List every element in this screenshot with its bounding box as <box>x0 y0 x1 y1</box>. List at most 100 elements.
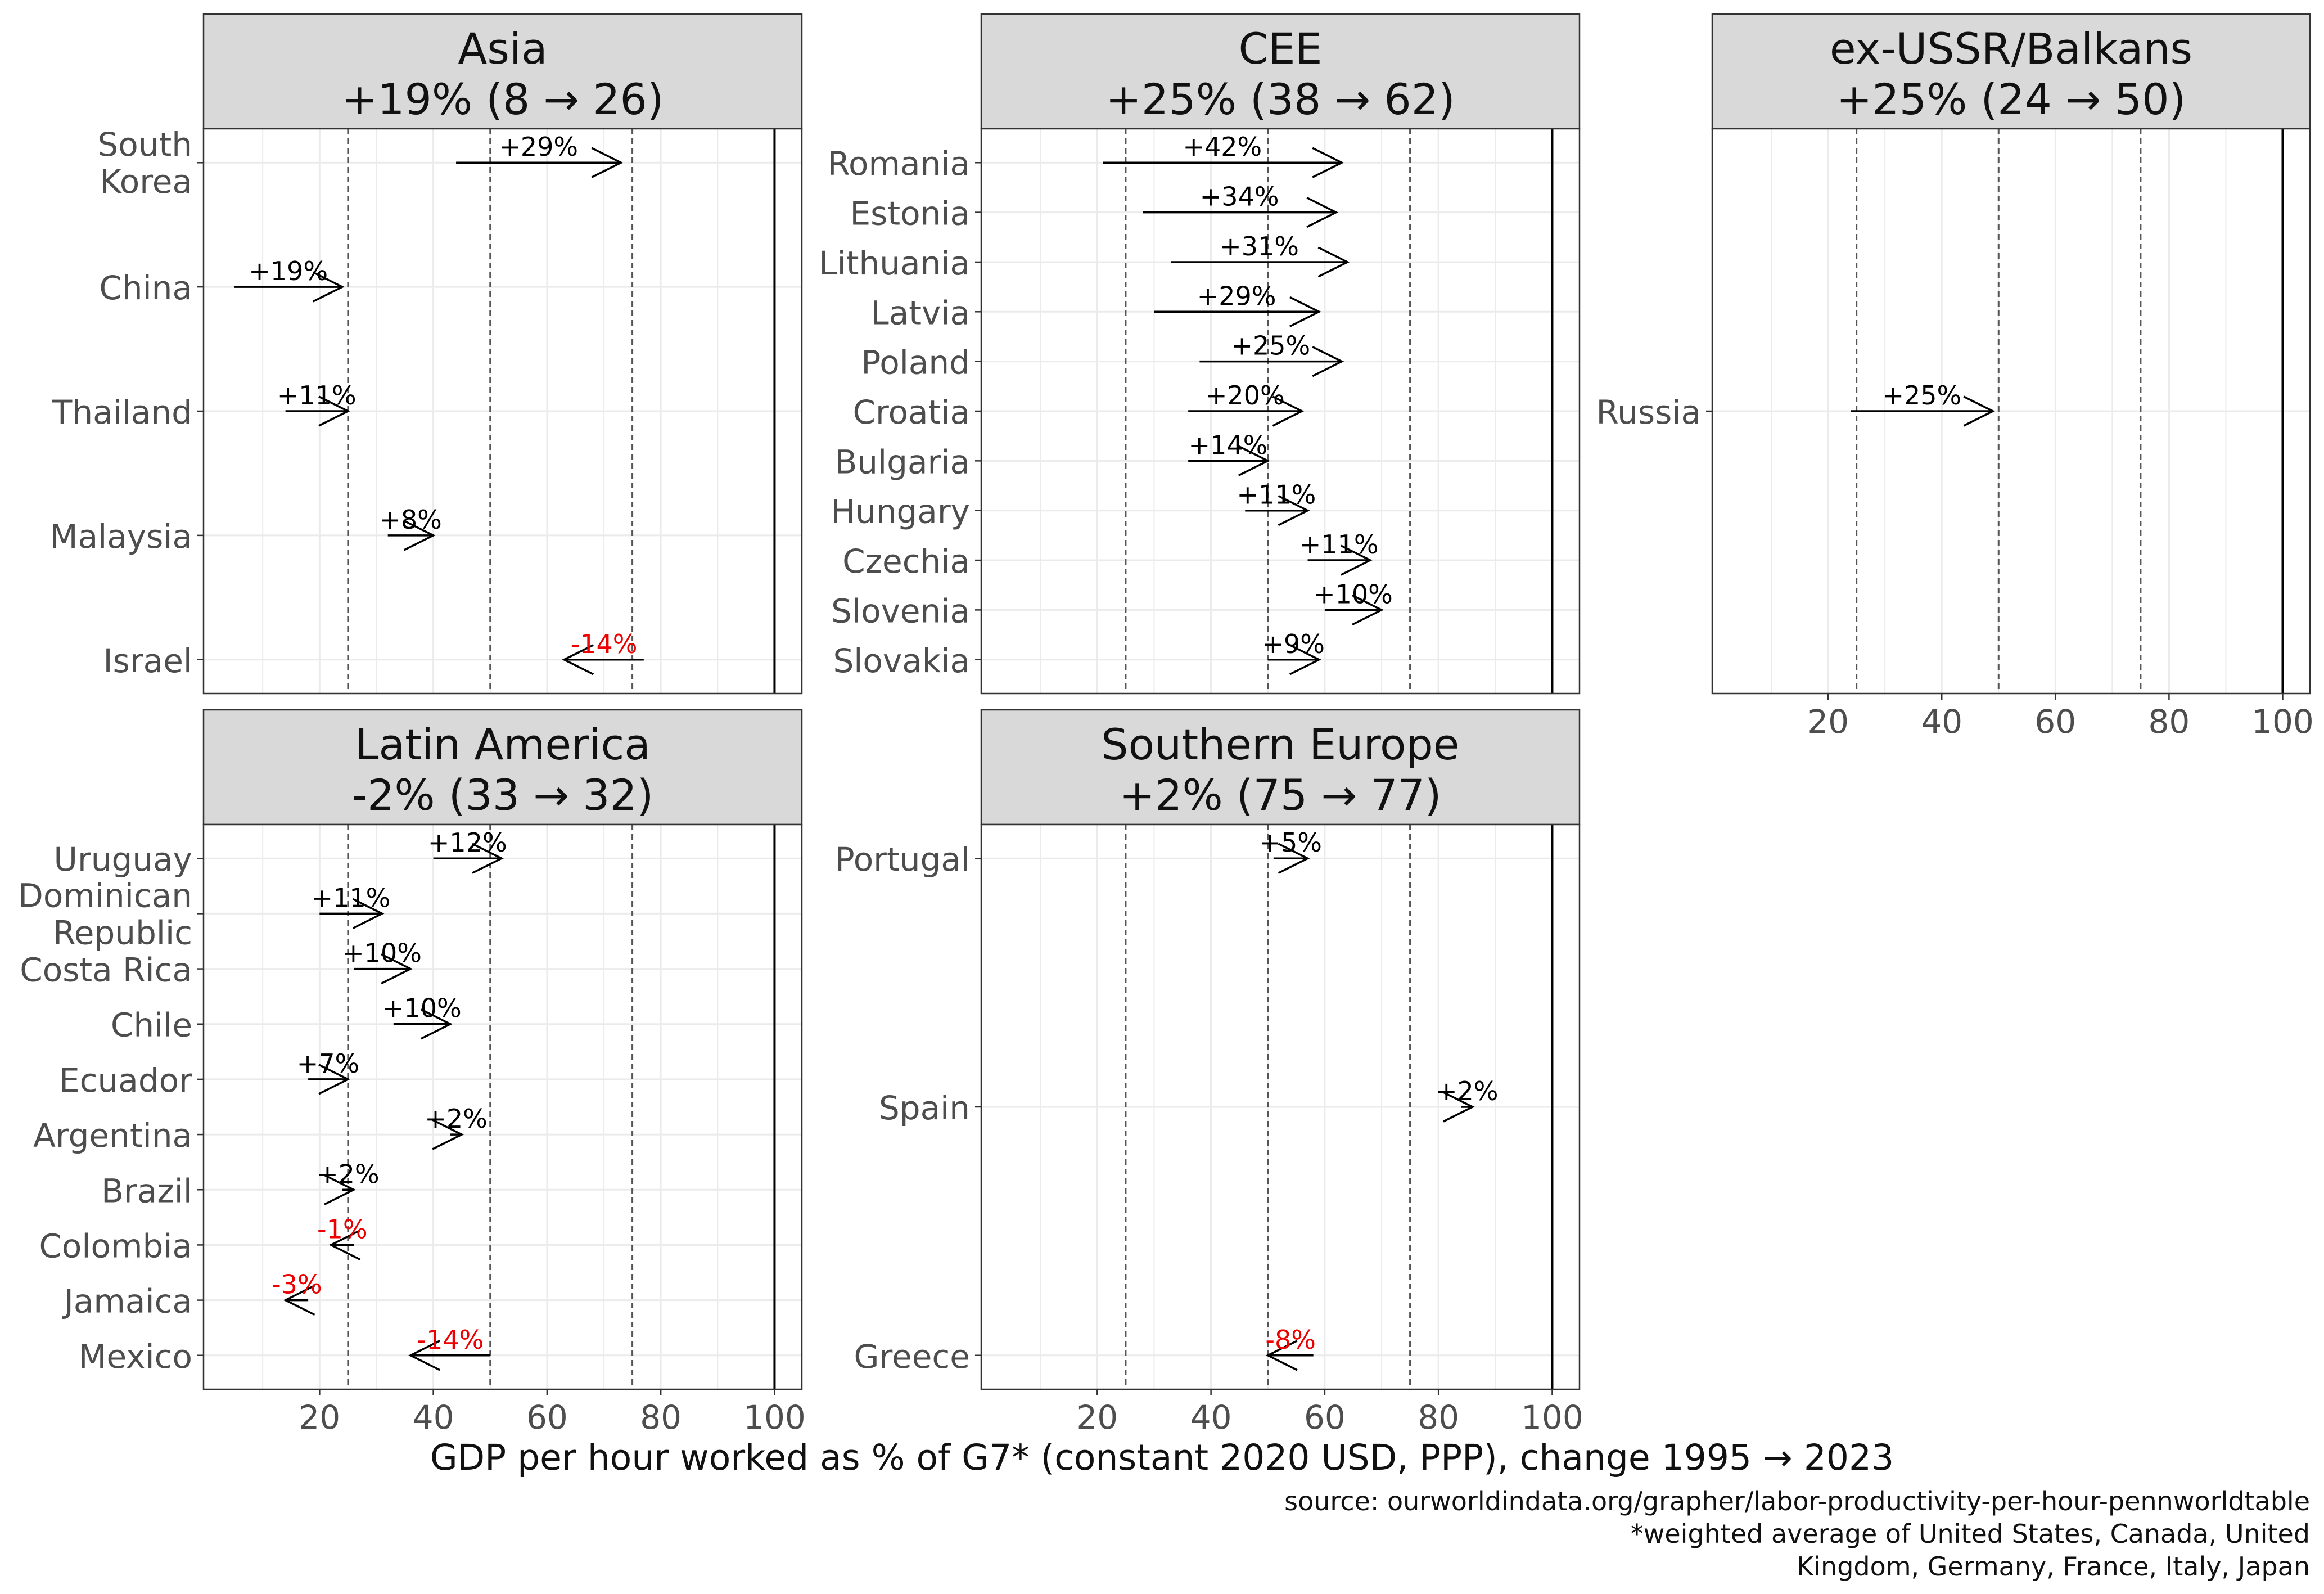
y-tick-label: Spain <box>879 1089 970 1127</box>
arrow-head <box>403 520 436 551</box>
arrow-head <box>408 1340 440 1371</box>
x-tick-label: 40 <box>1921 703 1962 741</box>
x-tick-label: 20 <box>1807 703 1849 741</box>
facet-summary-2: +25% (38 → 62) <box>1105 74 1455 124</box>
x-tick-label: 40 <box>1190 1398 1232 1437</box>
x-tick-label: 60 <box>526 1398 568 1437</box>
change-label: +29% <box>499 132 578 162</box>
change-label: -8% <box>1265 1325 1316 1355</box>
change-label: +11% <box>277 380 357 411</box>
y-tick-label: Lithuania <box>819 244 970 282</box>
change-label: +29% <box>1197 281 1276 311</box>
facet-summary-1: +19% (8 → 26) <box>341 74 664 124</box>
arrow-head <box>1289 296 1321 327</box>
change-label: +2% <box>1436 1076 1499 1106</box>
change-label: +9% <box>1262 629 1325 659</box>
change-label: +11% <box>1299 529 1379 560</box>
facet-title-5: Southern Europe <box>1101 719 1459 769</box>
facet-title-1: Asia <box>458 24 547 74</box>
change-label: +11% <box>312 882 391 913</box>
change-label: +7% <box>297 1048 360 1079</box>
change-label: +20% <box>1206 380 1285 411</box>
arrow-head <box>381 953 413 985</box>
change-label: -14% <box>571 629 638 659</box>
y-tick-label: Hungary <box>831 493 970 531</box>
arrow-head <box>472 843 504 874</box>
change-label: +12% <box>428 827 507 858</box>
change-label: +2% <box>317 1159 380 1189</box>
x-tick-label: 20 <box>299 1398 340 1437</box>
y-tick-label: Colombia <box>39 1227 192 1265</box>
arrow-head <box>1317 246 1350 278</box>
facet-strip-1 <box>202 13 803 130</box>
y-tick-label: China <box>99 269 192 307</box>
arrow-head <box>1312 147 1344 178</box>
y-tick-label: Poland <box>861 344 970 382</box>
change-label: -1% <box>317 1214 368 1244</box>
change-label: +11% <box>1237 480 1316 510</box>
x-tick-label: 80 <box>1418 1398 1459 1437</box>
arrow-head <box>318 395 350 427</box>
y-tick-label: Argentina <box>33 1116 192 1155</box>
arrow-head <box>1278 495 1310 526</box>
panel-border-4 <box>202 823 803 1390</box>
arrow-head <box>283 1285 315 1316</box>
facet-title-2: CEE <box>1238 24 1322 74</box>
y-tick-label: Estonia <box>850 195 970 233</box>
arrow-head <box>1443 1091 1475 1123</box>
arrow-head <box>1306 197 1339 228</box>
change-label: +10% <box>1314 579 1393 609</box>
x-tick-label: 100 <box>1521 1398 1583 1437</box>
arrow-head <box>1289 644 1321 676</box>
arrow-head <box>1272 395 1305 427</box>
arrow-head <box>1963 395 1996 427</box>
change-label: +10% <box>342 938 422 969</box>
x-tick-label: 80 <box>640 1398 682 1437</box>
y-tick-label: South <box>97 125 192 164</box>
y-tick-label: Ecuador <box>59 1061 192 1100</box>
facet-title-3: ex-USSR/Balkans <box>1830 24 2192 74</box>
facet-summary-5: +2% (75 → 77) <box>1119 770 1441 820</box>
y-tick-label: Costa Rica <box>20 951 192 989</box>
arrow-head <box>352 898 385 929</box>
change-label: +25% <box>1882 380 1961 411</box>
change-label: +31% <box>1220 231 1299 262</box>
facet-strip-2 <box>980 13 1581 130</box>
footnote-line-2: Kingdom, Germany, France, Italy, Japan <box>1797 1551 2310 1582</box>
facet-title-4: Latin America <box>355 719 651 769</box>
arrow-head <box>1278 843 1310 874</box>
x-tick-label: 40 <box>413 1398 454 1437</box>
arrow-head <box>591 147 624 178</box>
y-tick-label: Jamaica <box>62 1282 192 1321</box>
y-tick-label: Slovenia <box>831 592 970 630</box>
y-tick-label: Dominican <box>18 876 192 915</box>
y-tick-label: Russia <box>1596 393 1701 431</box>
change-label: +25% <box>1231 331 1310 361</box>
arrow-head <box>1341 544 1373 576</box>
arrow-head <box>1352 594 1384 625</box>
y-tick-label: Israel <box>103 642 192 680</box>
change-label: +19% <box>249 256 328 286</box>
x-axis-title: GDP per hour worked as % of G7* (constan… <box>430 1437 1894 1478</box>
arrow-head <box>1265 1340 1298 1371</box>
arrow-head <box>562 644 594 676</box>
y-tick-label: Croatia <box>853 393 971 431</box>
arrow-head <box>328 1229 361 1260</box>
y-tick-label: Czechia <box>842 542 970 580</box>
x-tick-label: 80 <box>2149 703 2190 741</box>
y-tick-label: Chile <box>111 1006 192 1044</box>
arrow-head <box>432 1119 464 1150</box>
y-tick-label: Slovakia <box>833 642 970 680</box>
y-tick-label: Latvia <box>870 294 970 332</box>
y-tick-label: Portugal <box>835 840 970 879</box>
arrow-head <box>1238 445 1270 476</box>
y-tick-label: Romania <box>827 145 970 183</box>
y-tick-label: Uruguay <box>54 840 193 879</box>
y-tick-label: Bulgaria <box>834 443 970 481</box>
panel-bg-4 <box>204 825 802 1389</box>
x-tick-label: 100 <box>2251 703 2314 741</box>
arrow-head <box>318 1064 350 1095</box>
arrow-head <box>324 1174 356 1205</box>
footnote-line-1: *weighted average of United States, Cana… <box>1630 1519 2310 1549</box>
y-tick-label: Mexico <box>78 1338 192 1376</box>
